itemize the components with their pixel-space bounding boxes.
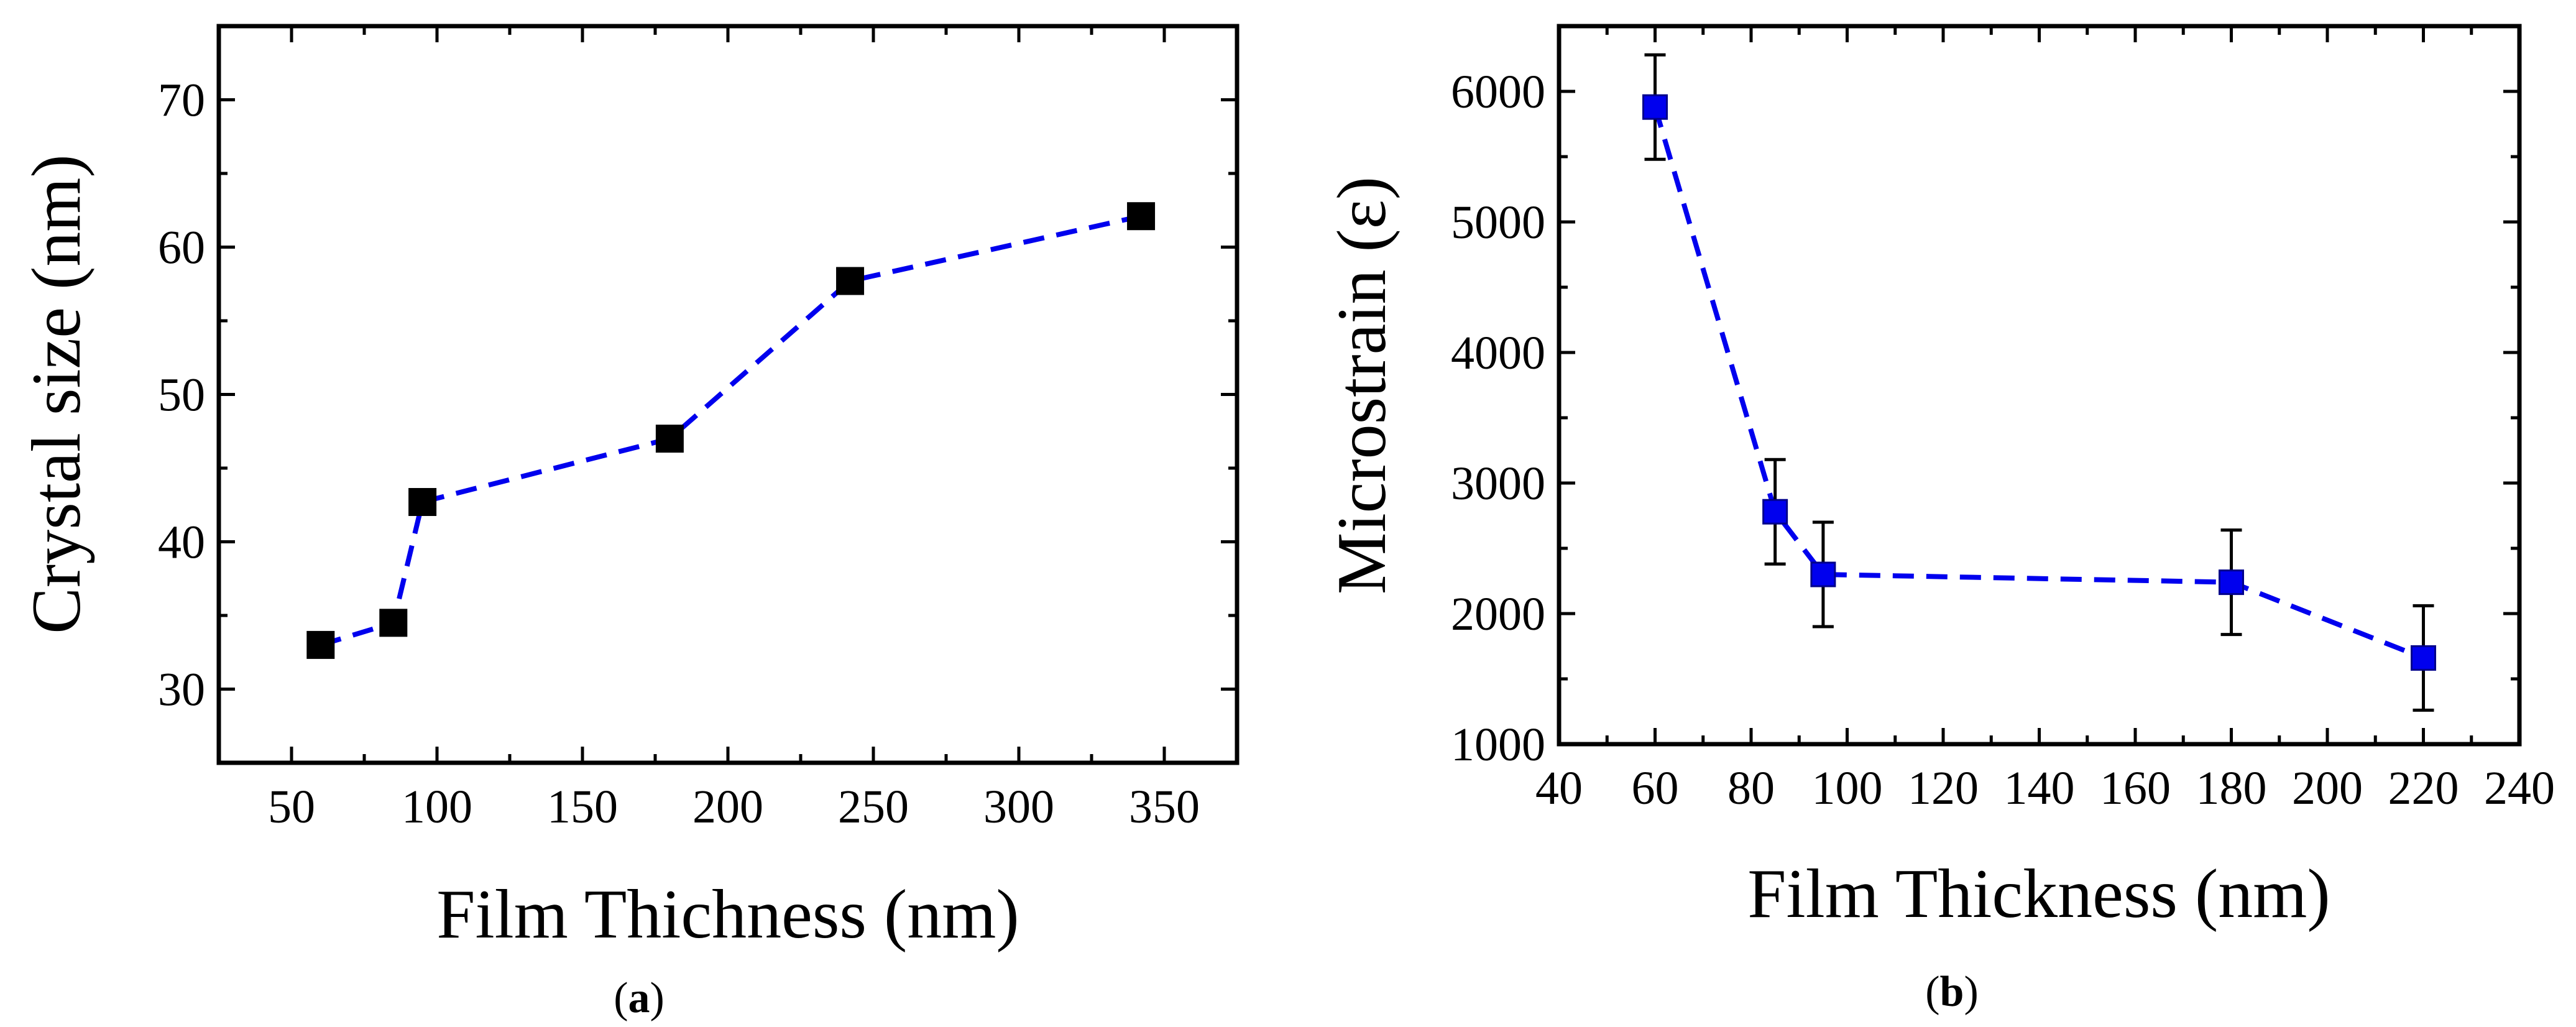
panel-b-series-line xyxy=(1652,106,2424,661)
panel-a-y-axis-title: Crystal size (nm) xyxy=(18,154,95,633)
panel-b-label-letter: b xyxy=(1940,968,1964,1016)
panel-a-y-tick-label: 60 xyxy=(158,222,205,274)
panel-a-y-tick-label: 50 xyxy=(158,369,205,421)
panel-b-y-tick-label: 4000 xyxy=(1451,327,1545,379)
panel-a-data-point xyxy=(306,630,335,659)
panel-b-x-tick-label: 140 xyxy=(2004,762,2075,814)
panel-a-series-line xyxy=(320,213,1142,648)
panel-b-x-tick-label: 180 xyxy=(2196,762,2267,814)
panel-a-label: (a) xyxy=(614,974,665,1022)
panel-b-data-point xyxy=(2219,569,2244,596)
panel-b-x-tick-label: 220 xyxy=(2388,762,2459,814)
chart-panel-a: 50 100 150 200 250 300 350 30 40 50 60 70 Film Thic… xyxy=(18,24,1240,1022)
panel-a-label-letter: a xyxy=(628,974,650,1022)
panel-a-data-point xyxy=(836,267,865,295)
panel-b-x-tick-label: 160 xyxy=(2100,762,2171,814)
panel-b-x-tick-label: 120 xyxy=(1908,762,1979,814)
panel-b-label: (b) xyxy=(1925,968,1979,1016)
panel-a-ticks: 50 100 150 200 250 300 350 30 40 50 60 70 xyxy=(158,26,1237,833)
panel-b-data-point xyxy=(1810,561,1836,587)
panel-b-y-tick-label: 6000 xyxy=(1451,66,1545,118)
panel-a-y-tick-label: 70 xyxy=(158,75,205,127)
panel-b-data-point xyxy=(2411,645,2436,671)
panel-a-x-tick-label: 250 xyxy=(838,781,909,833)
panel-b-data-point xyxy=(1762,499,1788,525)
panel-a-data-point xyxy=(408,488,437,517)
panel-a-y-tick-label: 30 xyxy=(158,664,205,716)
panel-b-x-tick-label: 40 xyxy=(1535,762,1583,814)
panel-a-marks xyxy=(306,202,1156,659)
panel-a-data-point xyxy=(655,425,684,453)
panel-a-x-tick-label: 100 xyxy=(402,781,472,833)
panel-b-y-tick-label: 3000 xyxy=(1451,458,1545,510)
panel-b-x-tick-label: 240 xyxy=(2484,762,2555,814)
panel-a-x-tick-label: 300 xyxy=(983,781,1054,833)
panel-b-plot-frame xyxy=(1557,24,2522,747)
panel-a-x-tick-label: 50 xyxy=(268,781,315,833)
panel-a-data-point xyxy=(379,609,408,637)
panel-a-x-axis-title: Film Thichness (nm) xyxy=(436,876,1019,953)
panel-b-y-axis-title: Microstrain (ε) xyxy=(1323,177,1401,594)
panel-b-y-tick-label: 1000 xyxy=(1451,719,1545,771)
panel-b-x-tick-label: 200 xyxy=(2292,762,2363,814)
panel-a-data-point xyxy=(1127,202,1156,231)
panel-a-x-tick-label: 350 xyxy=(1129,781,1200,833)
panel-a-y-tick-label: 40 xyxy=(158,517,205,569)
panel-a-x-tick-label: 150 xyxy=(547,781,618,833)
panel-b-ticks: 40 60 80 100 120 140 160 180 200 220 240 1000 2000 30… xyxy=(1451,26,2555,814)
chart-panel-b: 40 60 80 100 120 140 160 180 200 220 240 1000 2000 30… xyxy=(1323,24,2555,1016)
panel-a-plot-frame xyxy=(216,24,1240,765)
panel-b-x-tick-label: 100 xyxy=(1812,762,1883,814)
panel-b-marks xyxy=(1642,53,2436,712)
panel-a-x-tick-label: 200 xyxy=(692,781,763,833)
panel-b-data-point xyxy=(1642,94,1668,120)
panel-b-x-axis-title: Film Thickness (nm) xyxy=(1747,855,2330,933)
panel-b-y-tick-label: 5000 xyxy=(1451,196,1545,249)
panel-b-x-tick-label: 80 xyxy=(1727,762,1775,814)
panel-b-x-tick-label: 60 xyxy=(1632,762,1679,814)
panel-b-y-tick-label: 2000 xyxy=(1451,588,1545,640)
